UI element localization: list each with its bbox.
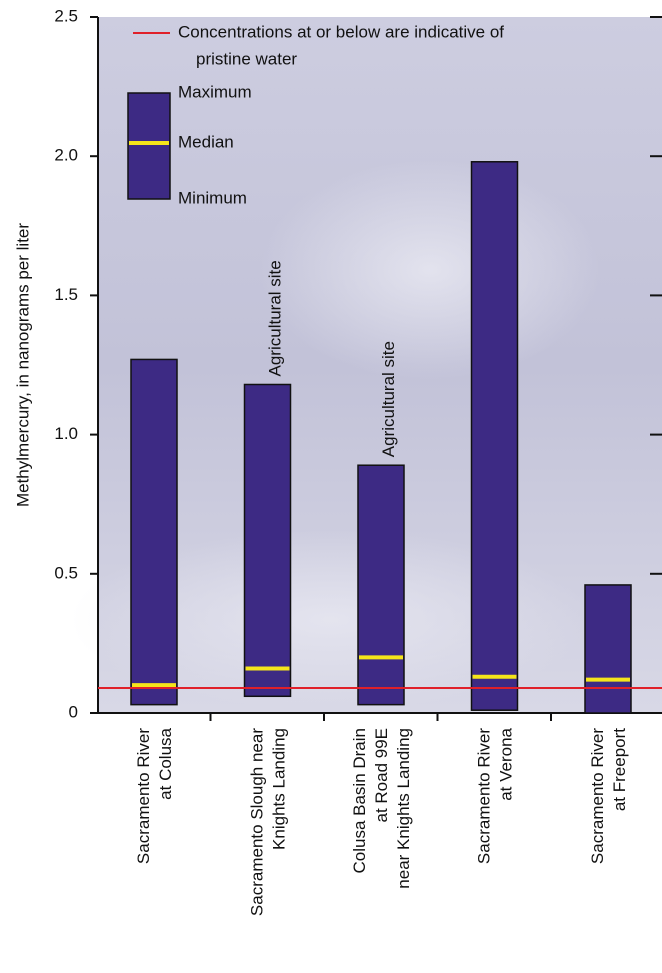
x-tick-label: near Knights Landing <box>394 728 413 889</box>
y-tick-label: 1.0 <box>54 424 78 443</box>
y-tick-label: 1.5 <box>54 285 78 304</box>
x-tick-label: Sacramento Slough near <box>248 728 267 916</box>
annotation: Agricultural site <box>266 260 285 376</box>
background-photo <box>70 530 590 710</box>
x-tick-label: at Freeport <box>610 728 629 811</box>
background-photo <box>260 160 600 380</box>
legend-label: Maximum <box>178 82 252 101</box>
legend-bar-sample <box>127 92 171 200</box>
x-tick-label: Sacramento River <box>475 728 494 864</box>
annotation: Agricultural site <box>379 341 398 457</box>
y-tick-label: 0.5 <box>54 563 78 582</box>
x-tick-label: Colusa Basin Drain <box>350 728 369 874</box>
range-bar <box>243 383 292 698</box>
x-tick-label: at Verona <box>497 727 516 800</box>
legend-label: Concentrations at or below are indicativ… <box>178 22 504 41</box>
range-bar <box>357 464 405 706</box>
legend-label: Minimum <box>178 188 247 207</box>
y-tick-label: 2.5 <box>54 6 78 25</box>
x-tick-label: Sacramento River <box>588 728 607 864</box>
y-axis-label: Methylmercury, in nanograms per liter <box>13 223 32 507</box>
y-tick-label: 0 <box>69 702 78 721</box>
range-bar <box>470 161 519 711</box>
x-tick-label: at Road 99E <box>372 728 391 823</box>
x-tick-label: Sacramento River <box>134 728 153 864</box>
y-tick-label: 2.0 <box>54 146 78 165</box>
range-bar <box>584 584 632 714</box>
legend-label: pristine water <box>196 49 297 68</box>
x-tick-label: at Colusa <box>156 727 175 799</box>
legend-label: Median <box>178 132 234 151</box>
range-bar <box>130 358 178 706</box>
x-tick-label: Knights Landing <box>270 728 289 850</box>
